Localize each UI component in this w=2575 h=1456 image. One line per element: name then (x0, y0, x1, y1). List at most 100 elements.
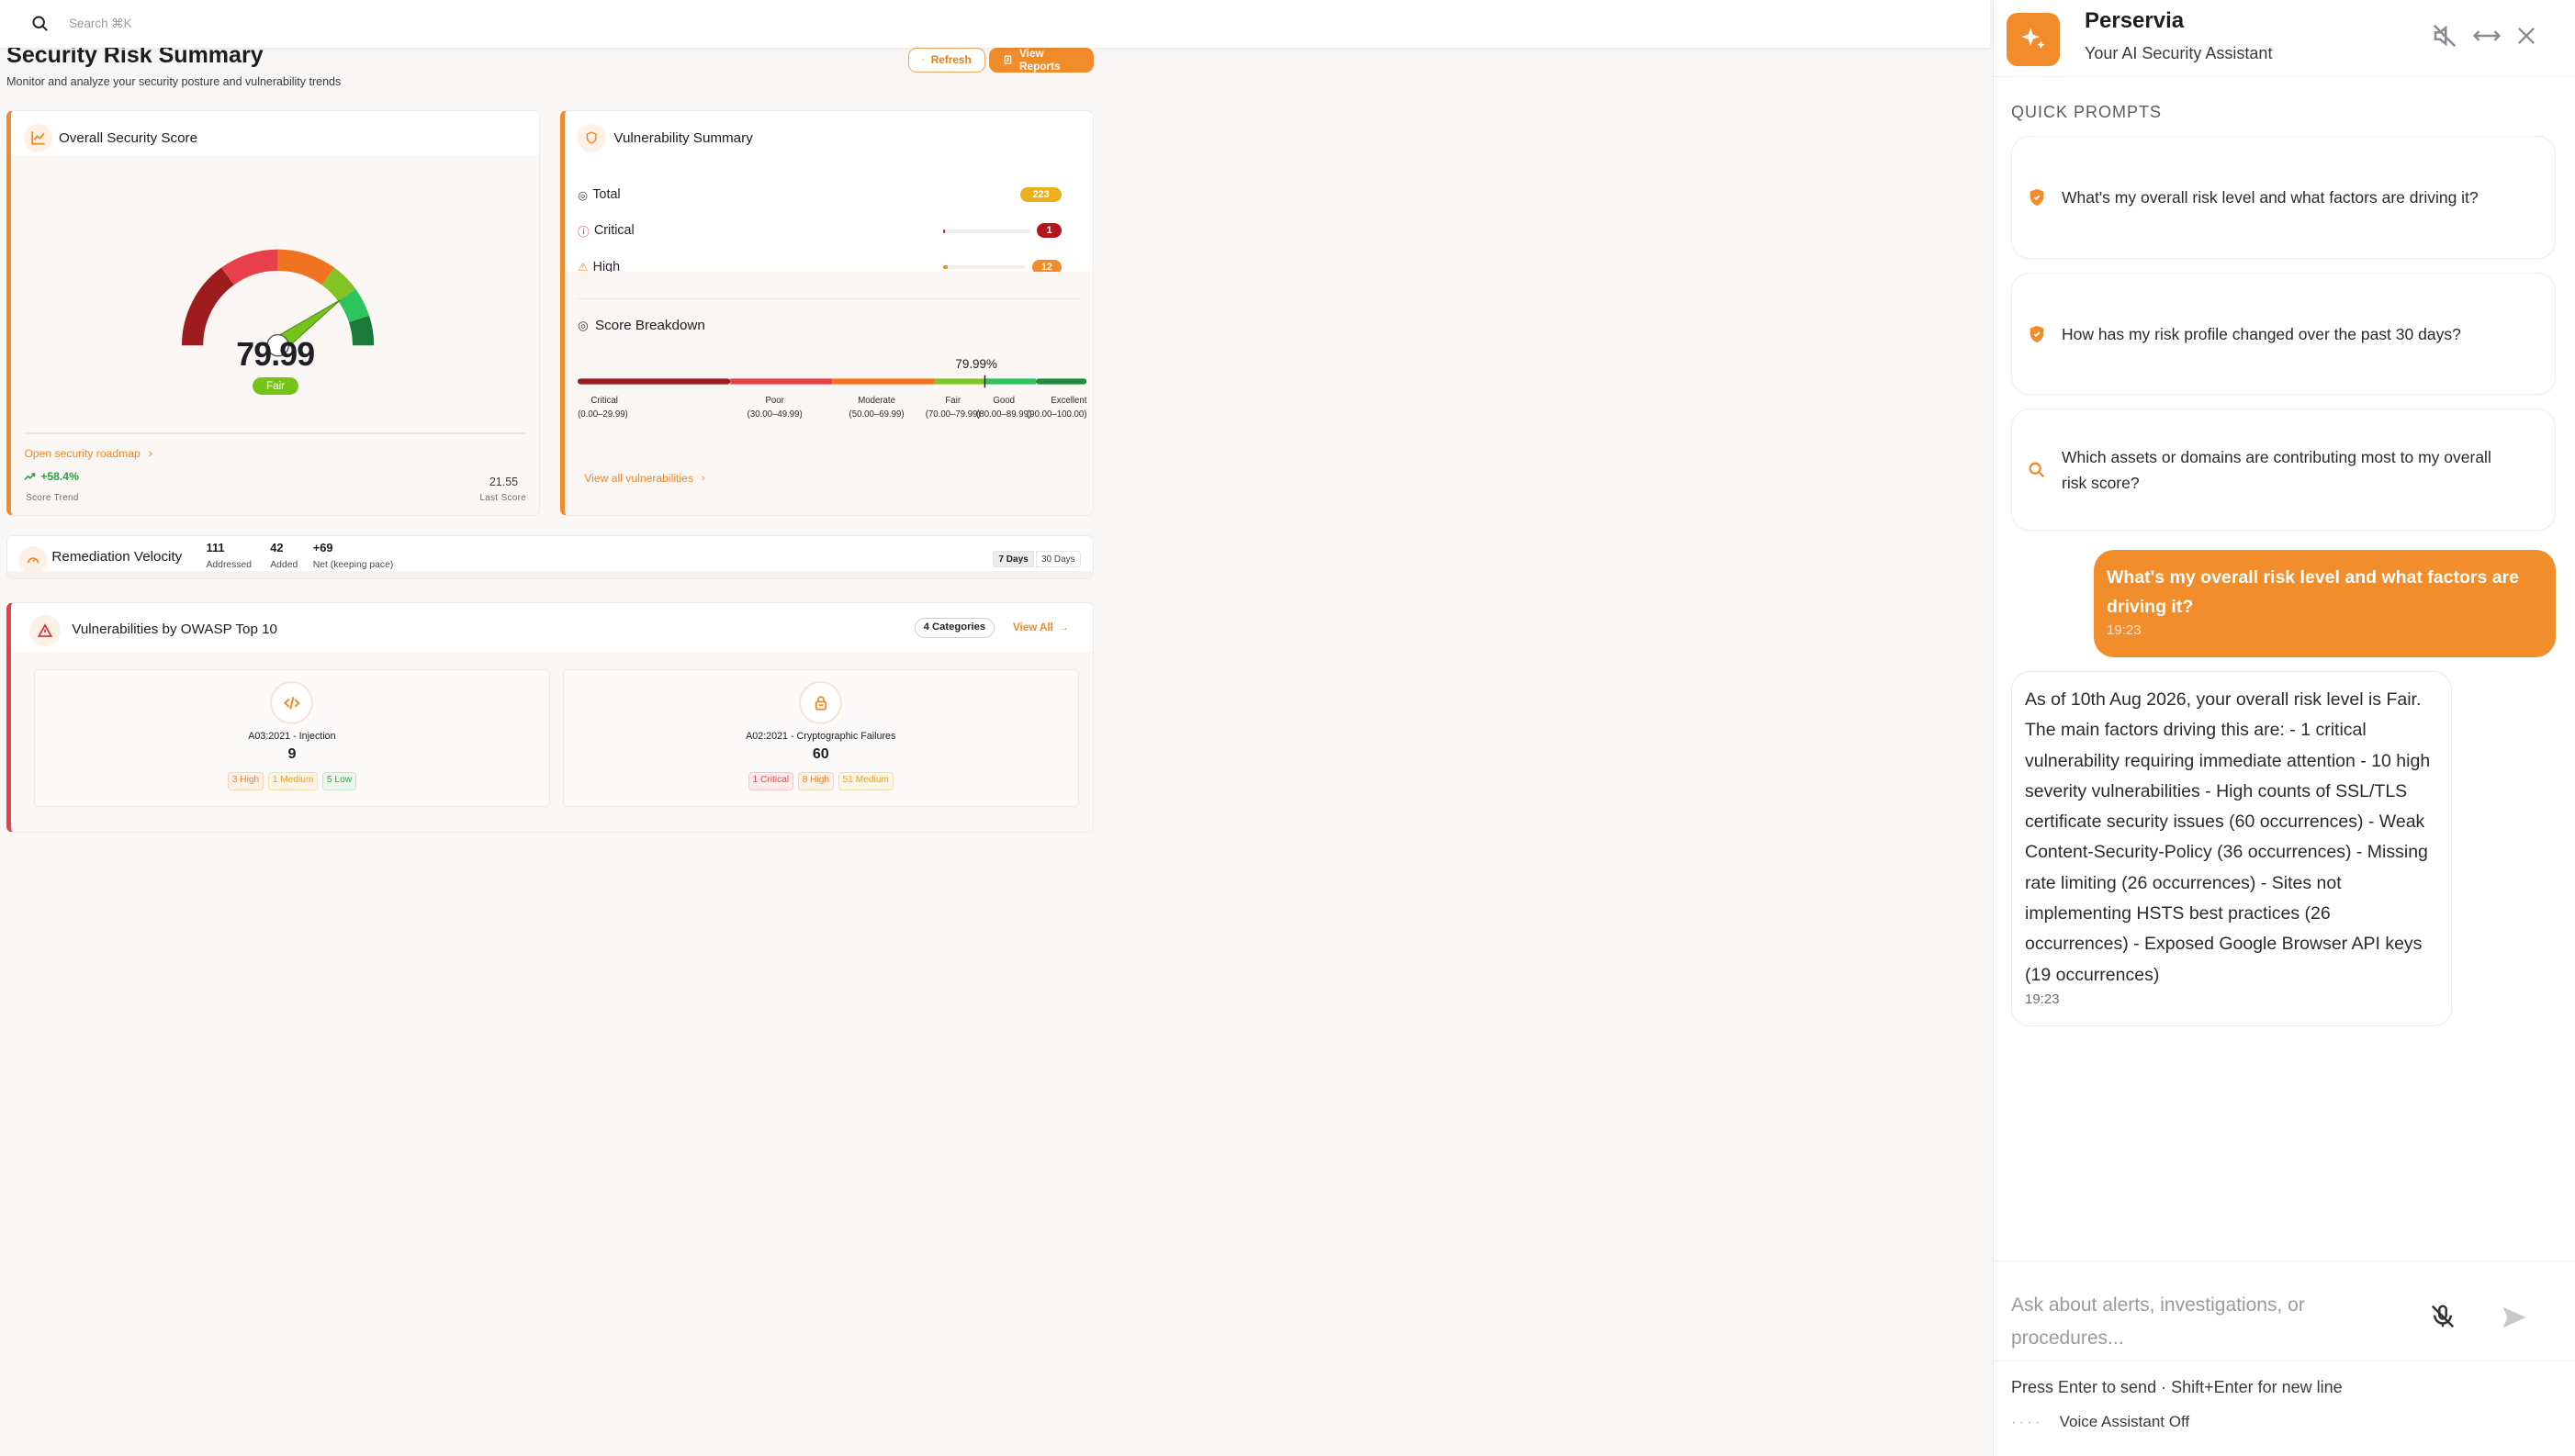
stat-net-value: +69 (312, 541, 333, 555)
input-hint: Press Enter to send · Shift+Enter for ne… (2011, 1378, 2343, 1396)
assistant-role: Your AI Security Assistant (2085, 44, 2273, 62)
vulnerability-summary-card: Vulnerability Summary ◎ Total 223 ⓘ Critic… (559, 109, 1094, 516)
gauge-segment (321, 267, 356, 303)
gauge-segment (182, 267, 235, 346)
range-30-days[interactable]: 30 Days (1035, 551, 1082, 567)
breakdown-band-label: Moderate (50.00–69.99) (827, 395, 926, 421)
vuln-critical-count: 1 (1037, 223, 1063, 239)
tag-medium: 51 Medium (838, 771, 894, 790)
assistant-message-text: As of 10th Aug 2026, your overall risk l… (2025, 689, 2431, 985)
gauge-segment (277, 249, 335, 286)
stat-added: 42 Added (270, 541, 298, 569)
mute-icon[interactable] (2431, 22, 2458, 50)
close-icon[interactable] (2513, 22, 2539, 50)
quick-prompt-2[interactable]: How has my risk profile changed over the… (2011, 273, 2556, 395)
view-reports-button[interactable]: View Reports (988, 47, 1094, 73)
band-range: (50.00–69.99) (849, 409, 905, 420)
voice-status-text: Voice Assistant Off (2059, 1413, 2190, 1430)
shield-icon (2030, 325, 2044, 342)
breakdown-band-label: Excellent (90.00–100.00) (1021, 395, 1087, 421)
search-icon[interactable] (31, 15, 50, 33)
high-progress-fill (943, 264, 949, 270)
mic-off-icon[interactable] (2429, 1303, 2457, 1330)
target-icon: ◎ (578, 188, 589, 202)
target-icon: ◎ (578, 318, 589, 332)
velocity-footer-strip (7, 570, 1093, 579)
refresh-label: Refresh (930, 53, 972, 67)
quick-prompt-1[interactable]: What's my overall risk level and what fa… (2011, 136, 2556, 259)
band-range: (80.00–89.99) (976, 409, 1032, 420)
range-7-days[interactable]: 7 Days (993, 551, 1035, 567)
owasp-item-cryptographic-failures[interactable]: A02:2021 - Cryptographic Failures 60 1 C… (563, 668, 1079, 808)
search-input[interactable]: Search ⌘K (69, 16, 132, 30)
chevron-right-icon: › (148, 447, 152, 461)
trending-up-icon (24, 473, 36, 481)
trend-value: +58.4% (40, 470, 79, 484)
security-roadmap-link[interactable]: Open security roadmap › (24, 447, 152, 460)
gauge-segment (348, 316, 375, 346)
arrow-right-icon: → (1058, 621, 1069, 633)
vuln-row-high: ⚠ High 12 (578, 257, 1063, 276)
gauge-segment (221, 249, 279, 286)
breakdown-band-label: Poor (30.00–49.99) (725, 395, 824, 421)
expand-horizontal-icon[interactable] (2471, 22, 2502, 50)
owasp-item-injection[interactable]: A03:2021 - Injection 9 3 High 1 Medium 5… (34, 668, 550, 808)
gauge-hub (266, 334, 290, 357)
assistant-message-time: 19:23 (2025, 991, 2060, 1007)
chevron-right-icon: › (701, 473, 705, 485)
owasp-item-name: A02:2021 - Cryptographic Failures (746, 730, 896, 742)
owasp-view-all-link[interactable]: View All → (1013, 622, 1069, 633)
refresh-button[interactable]: Refresh (907, 47, 985, 73)
shield-icon (2030, 188, 2044, 207)
last-score-label: Last Score (479, 493, 527, 504)
chat-input[interactable]: Ask about alerts, investigations, or pro… (2011, 1294, 2305, 1349)
divider (24, 432, 527, 435)
breakdown-band (1036, 378, 1087, 385)
code-icon (272, 683, 312, 723)
divider (578, 297, 1080, 300)
owasp-item-name: A03:2021 - Injection (248, 730, 336, 742)
tag-critical: 1 Critical (748, 771, 793, 790)
quick-prompt-text: Which assets or domains are contributing… (2062, 447, 2491, 492)
page-subtitle: Monitor and analyze your security postur… (6, 75, 342, 89)
band-name: Excellent (1051, 396, 1087, 407)
tag-high: 8 High (798, 771, 834, 790)
breakdown-value: 79.99% (955, 357, 997, 372)
stat-added-value: 42 (270, 541, 284, 555)
shield-icon (578, 124, 606, 152)
rating-badge: Fair (253, 376, 299, 396)
breakdown-labels: Critical (0.00–29.99) Poor (30.00–49.99) Mod… (578, 395, 1086, 428)
owasp-header (11, 603, 1093, 653)
breakdown-band (934, 378, 985, 385)
stat-net: +69 Net (keeping pace) (313, 541, 394, 569)
band-range: (90.00–100.00) (1027, 409, 1087, 420)
vuln-total-label: Total (592, 187, 621, 202)
user-message: What's my overall risk level and what fa… (2094, 550, 2556, 657)
vuln-row-total: ◎ Total 223 (578, 185, 1063, 204)
owasp-card: Vulnerabilities by OWASP Top 10 4 Catego… (6, 602, 1094, 833)
assistant-name: Perservia (2085, 8, 2185, 33)
band-range: (0.00–29.99) (578, 409, 628, 420)
vuln-high-label: High (592, 259, 621, 274)
owasp-item-count: 9 (287, 745, 297, 763)
main-content: Search ⌘K Security Risk Summary Monitor … (6, 15, 1094, 833)
view-all-vuln-label: View all vulnerabilities (584, 472, 693, 486)
gauge-segment (338, 289, 370, 323)
breakdown-title: Score Breakdown (594, 318, 705, 334)
score-card-header (11, 110, 540, 156)
vuln-total-count: 223 (1020, 186, 1063, 203)
score-breakdown-bar (578, 375, 1087, 388)
refresh-icon (922, 59, 925, 62)
user-message-text: What's my overall risk level and what fa… (2107, 567, 2519, 617)
high-progress-track (943, 264, 1026, 270)
voice-status: ···· Voice Assistant Off (2011, 1413, 2189, 1431)
quick-prompt-3[interactable]: Which assets or domains are contributing… (2011, 409, 2556, 531)
view-all-vulnerabilities-link[interactable]: View all vulnerabilities › (584, 472, 704, 485)
send-icon[interactable] (2499, 1304, 2530, 1331)
owasp-title: Vulnerabilities by OWASP Top 10 (72, 621, 278, 637)
quick-prompt-text: How has my risk profile changed over the… (2062, 324, 2461, 343)
band-range: (30.00–49.99) (747, 409, 803, 420)
tag-high: 3 High (228, 771, 264, 790)
breakdown-band (832, 378, 935, 385)
band-name: Fair (945, 396, 961, 407)
